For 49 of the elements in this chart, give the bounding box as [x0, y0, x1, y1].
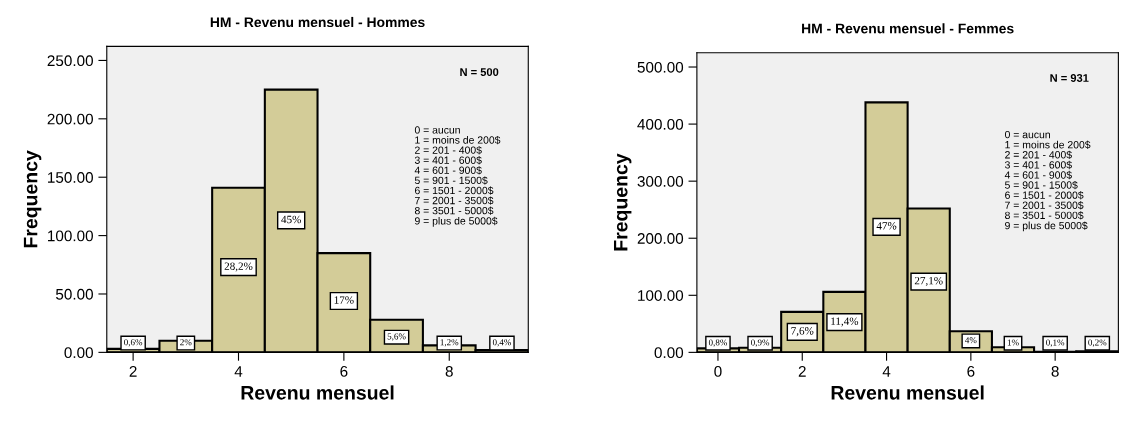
annotation: 0,6% — [124, 339, 143, 347]
chart-title: HM - Revenu mensuel - Femmes — [802, 23, 1014, 34]
x-tick-label: 6 — [340, 365, 348, 377]
text: 0 = aucun 1 = moins de 200$ 2 = 201 - 400$ 3 = 401 - 600$ 4 = 601 - 900$ 5 = 901 - 1500$ 6 = 1501 - 2000$ 7 = 2001 - 3500$ 8 = 3501 - 5000$ 9 = plus de 5000$ — [414, 126, 501, 227]
annotation: 5,6% — [387, 333, 406, 341]
y-tick-label: 150.00 — [48, 172, 93, 183]
y-tick-label: 300.00 — [637, 176, 684, 187]
annotation: 2% — [180, 339, 192, 346]
y-tick-label: 250.00 — [47, 55, 93, 67]
chart-title: HM - Revenu mensuel - Hommes — [210, 16, 425, 28]
annotation: 7,6% — [791, 327, 814, 337]
annotation: 0,2% — [1088, 339, 1107, 347]
y-tick-label: 200.00 — [47, 113, 93, 125]
annotation: 1,2% — [440, 339, 459, 347]
annotation: N = 931 — [1050, 74, 1089, 82]
annotation: N = 500 — [460, 68, 499, 76]
annotation: 0,1% — [1046, 339, 1065, 347]
annotation: 0,4% — [492, 339, 512, 347]
y-axis-title: Frequency — [613, 153, 632, 251]
x-tick-label: 0 — [714, 365, 722, 377]
annotation: 4% — [965, 337, 977, 344]
annotation: 1% — [1007, 339, 1019, 346]
annotation: 17% — [334, 296, 354, 304]
y-tick-label: 400.00 — [637, 118, 684, 130]
y-tick-label: 50.00 — [55, 288, 93, 300]
annotation: 11,4% — [831, 317, 859, 327]
annotation: 0,9% — [751, 339, 770, 347]
y-tick-label: 100.00 — [638, 290, 684, 301]
y-tick-label: 0.00 — [64, 347, 93, 359]
text: 0 = aucun 1 = moins de 200$ 2 = 201 - 400$ 3 = 401 - 600$ 4 = 601 - 900$ 5 = 901 - 1500$ 6 = 1501 - 2000$ 7 = 2001 - 3500$ 8 = 3501 - 5000$ 9 = plus de 5000$ — [1004, 130, 1091, 232]
annotation: 27,1% — [914, 276, 943, 286]
x-tick-label: 4 — [882, 366, 891, 377]
annotation: 45% — [281, 215, 301, 224]
y-tick-label: 100.00 — [48, 230, 93, 242]
y-tick-label: 0.00 — [654, 347, 684, 359]
y-axis-title: Frequency — [23, 150, 42, 248]
y-tick-label: 200.00 — [637, 233, 684, 244]
x-axis-title: Revenu mensuel — [241, 385, 394, 400]
x-tick-label: 8 — [1051, 365, 1059, 377]
x-tick-label: 2 — [798, 365, 806, 377]
x-axis-title: Revenu mensuel — [831, 385, 984, 400]
x-tick-label: 4 — [234, 366, 243, 377]
x-tick-label: 2 — [129, 365, 137, 377]
x-tick-label: 8 — [445, 365, 453, 377]
annotation: 0,8% — [708, 339, 728, 347]
annotation: 47% — [876, 222, 897, 230]
x-tick-label: 6 — [967, 365, 975, 377]
y-tick-label: 500.00 — [637, 61, 684, 73]
annotation: 28,2% — [224, 262, 253, 272]
